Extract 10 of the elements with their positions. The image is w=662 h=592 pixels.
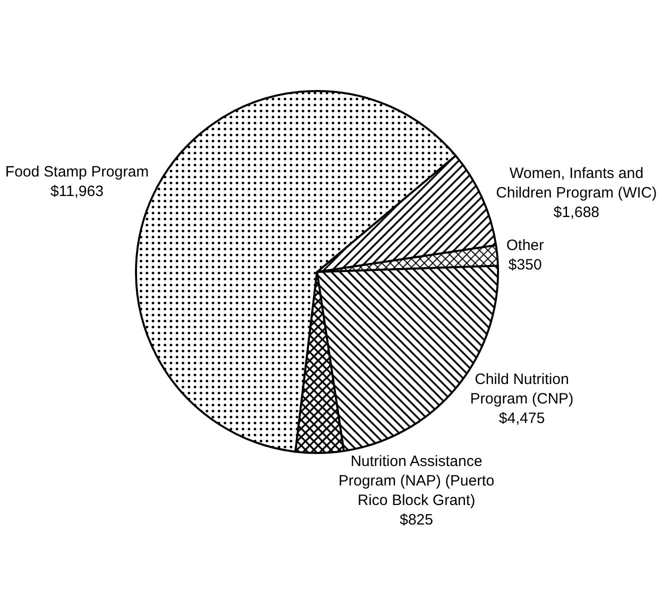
slice-label: Food Stamp Program [5,163,149,180]
data-label: $4,475 [498,410,545,428]
slice-label: Women, Infants and Children Program (WIC) [496,164,657,202]
data-label: $350 [508,256,542,274]
data-label: $825 [400,511,434,528]
data-label: $1,688 [554,204,600,221]
data-label: $11,963 [50,182,104,200]
slice-label: Nutrition Assistance Program (NAP) (Puerto Rico Block Grant) [338,452,494,509]
slice-label: Child Nutrition Program (CNP) [470,371,574,408]
slice-label: Other [506,237,544,254]
